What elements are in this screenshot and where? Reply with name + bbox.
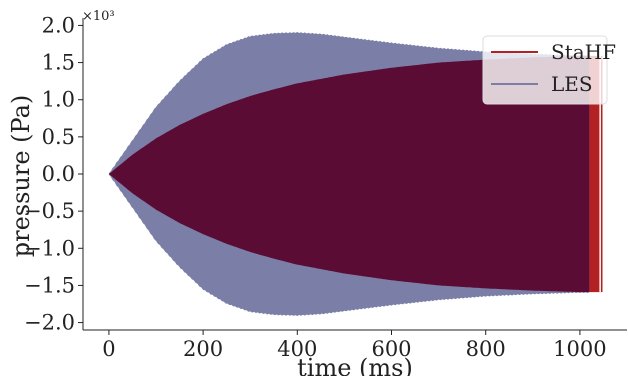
y-tick-label: −0.5	[24, 199, 75, 223]
y-tick-label: 1.5	[42, 51, 75, 75]
y-tick-label: 0.0	[42, 162, 75, 186]
axes-layer: 0 200 400 600 800 1000 2.0 1.5 1.0 0.5 0.0 −0.5 −1.0…	[24, 13, 627, 361]
y-tick-label: −1.5	[24, 273, 75, 297]
x-tick-label: 800	[466, 337, 506, 361]
legend: StaHF LES	[482, 35, 616, 105]
y-axis-multiplier: ×10³	[82, 9, 115, 24]
data-layer	[108, 32, 603, 316]
legend-label: StaHF	[551, 40, 616, 64]
y-axis-title: pressure (Pa)	[7, 95, 35, 258]
legend-label: LES	[551, 72, 593, 96]
y-tick-label: −1.0	[24, 236, 75, 260]
x-axis-title: time (ms)	[297, 354, 413, 376]
series-overlap-area	[108, 55, 590, 293]
x-tick-label: 200	[183, 337, 223, 361]
x-tick-label: 1000	[553, 337, 606, 361]
y-tick-label: −2.0	[24, 311, 75, 335]
x-tick-label: 0	[102, 337, 115, 361]
x-tick-label: 400	[277, 337, 317, 361]
y-tick-label: 1.0	[42, 88, 75, 112]
y-tick-label: 2.0	[42, 13, 75, 37]
x-tick-label: 600	[371, 337, 411, 361]
y-tick-label: 0.5	[42, 125, 75, 149]
